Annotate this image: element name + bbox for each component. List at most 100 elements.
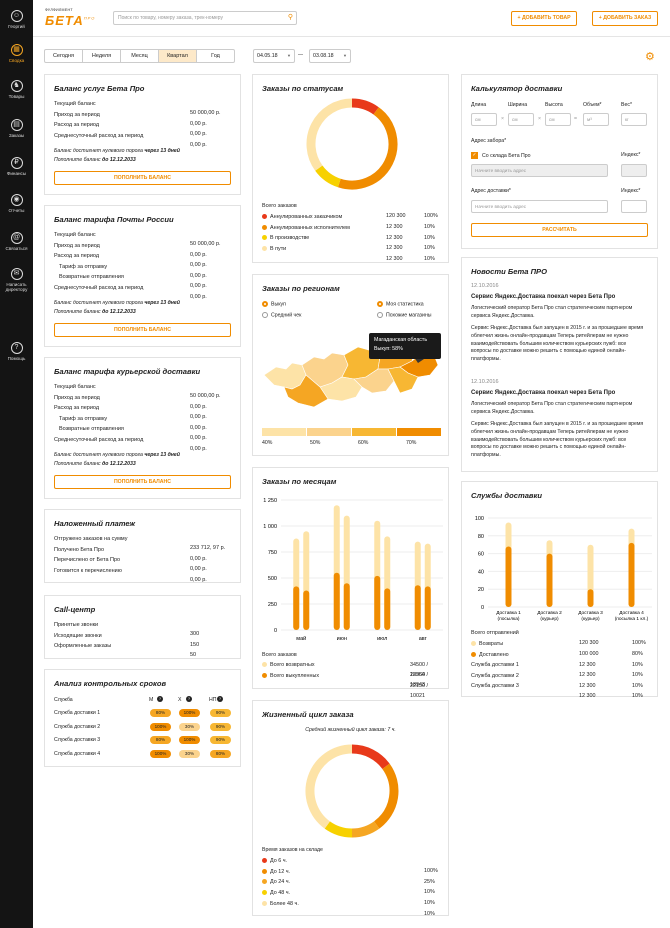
add-product-button[interactable]: + ДОБАВИТЬ ТОВАР: [511, 11, 577, 26]
radio-option[interactable]: Средний чек: [262, 312, 301, 318]
sidebar-item-0[interactable]: ☺ Георгий: [0, 10, 33, 29]
calculate-button[interactable]: РАССЧИТАТЬ: [471, 223, 648, 237]
services-row-value: 12 300: [579, 682, 596, 689]
calc-pickup-address[interactable]: Начните вводить адрес: [471, 164, 608, 177]
note-bold: через 13 дней: [144, 300, 180, 306]
control-col-service: Служба: [54, 697, 73, 703]
grid-icon: ▦: [10, 44, 23, 56]
bar-delivered[interactable]: [546, 553, 553, 607]
bar-bought[interactable]: [384, 588, 391, 630]
topup-button[interactable]: ПОПОЛНИТЬ БАЛАНС: [54, 171, 231, 185]
lifecycle-legend-item: До 48 ч. 10%: [262, 888, 439, 906]
calc-delivery-index[interactable]: [621, 200, 647, 213]
y-tick-label: 500: [268, 576, 277, 582]
info-row-label: Исходящие звонки: [54, 632, 102, 639]
bar-delivered[interactable]: [587, 589, 594, 607]
monthly-chart: 0 250 500 750 1 000 1 250 май июн июл авг: [263, 498, 443, 642]
bar-bought[interactable]: [343, 583, 350, 630]
date-separator: —: [298, 52, 303, 58]
lifecycle-donut-slice-1[interactable]: [373, 763, 399, 829]
bar-bought[interactable]: [293, 586, 300, 630]
bar-bought[interactable]: [424, 586, 431, 630]
balance-row-value: 50 000,00 р.: [190, 393, 221, 399]
lifecycle-donut-slice-0[interactable]: [351, 744, 390, 770]
legend-label: Более 48 ч.: [270, 900, 299, 907]
tab-period-4[interactable]: Год: [211, 53, 220, 59]
calc-input-weight[interactable]: кг: [621, 113, 647, 126]
sidebar-item-label: Заказы: [8, 133, 25, 138]
status-donut-slice-3[interactable]: [306, 98, 353, 171]
radio-icon[interactable]: [377, 301, 383, 307]
sidebar-item-1[interactable]: ▦ Сводка: [0, 44, 33, 63]
calc-pickup-index[interactable]: [621, 164, 647, 177]
legend-pct: 80%: [632, 651, 643, 657]
radio-icon[interactable]: [262, 312, 268, 318]
news-headline[interactable]: Сервис Яндекс.Доставка поехал через Бета…: [471, 390, 616, 396]
news-headline[interactable]: Сервис Яндекс.Доставка поехал через Бета…: [471, 294, 616, 300]
radio-option[interactable]: Выкуп: [262, 301, 286, 307]
calc-from-warehouse[interactable]: ✓ Со склада Бета Про: [471, 152, 531, 159]
legend-label: До 6 ч.: [270, 858, 288, 864]
bar-delivered[interactable]: [628, 542, 635, 607]
radio-option[interactable]: Похожие магазины: [377, 312, 432, 318]
sidebar-item-3[interactable]: ▤ Заказы: [0, 119, 33, 138]
calc-input-dim[interactable]: см: [545, 113, 571, 126]
map-region[interactable]: [387, 366, 419, 394]
bar-bought[interactable]: [374, 575, 381, 630]
sidebar-item-8[interactable]: ? Помощь: [0, 342, 33, 361]
topup-button[interactable]: ПОПОЛНИТЬ БАЛАНС: [54, 323, 231, 337]
sidebar-item-2[interactable]: ♞ Товары: [0, 80, 33, 99]
y-tick-label: 0: [274, 628, 277, 634]
director-icon: ✉: [10, 268, 23, 280]
tab-period-3[interactable]: Квартал: [159, 50, 197, 62]
status-donut-slice-1[interactable]: [337, 107, 398, 190]
tab-period-1[interactable]: Неделя: [83, 50, 121, 62]
radio-label: Моя статистика: [386, 301, 424, 308]
control-col-2: НП: [209, 697, 217, 703]
radio-icon[interactable]: [377, 312, 383, 318]
bar-bought[interactable]: [333, 572, 340, 630]
legend-pct: 10%: [424, 224, 435, 230]
user-icon: ☺: [10, 10, 23, 22]
monthly-legend-item: Всего выкупленных 22150 / 10021: [262, 671, 439, 699]
search-icon[interactable]: ⚲: [287, 14, 293, 21]
radio-option[interactable]: Моя статистика: [377, 301, 424, 307]
note-text: Баланс достигнет нулевого порога: [54, 452, 145, 458]
lifecycle-donut-slice-4[interactable]: [305, 744, 353, 829]
control-col-1: Х: [178, 697, 182, 703]
status-donut-slice-0[interactable]: [351, 98, 379, 115]
balance_courier-title: Баланс тарифа курьерской доставки: [54, 367, 201, 376]
bar-delivered[interactable]: [505, 546, 512, 607]
date-from-select[interactable]: 04.05.18 ▼: [253, 49, 295, 63]
tab-period-2[interactable]: Месяц: [121, 50, 159, 62]
bar-bought[interactable]: [303, 590, 310, 630]
balance-row-label: Среднесуточный расход за период: [54, 436, 144, 443]
status-donut-slice-2[interactable]: [315, 165, 341, 188]
x-tick-label: май: [296, 635, 306, 642]
sidebar-item-5[interactable]: ◉ Отчеты: [0, 194, 33, 213]
balance_post-title: Баланс тарифа Почты России: [54, 215, 174, 224]
calc-delivery-address[interactable]: Начните вводить адрес: [471, 200, 608, 213]
add-order-button[interactable]: + ДОБАВИТЬ ЗАКАЗ: [592, 11, 658, 26]
search-input[interactable]: Поиск по товару, номеру заказа, трек-ном…: [113, 11, 297, 25]
checkbox-icon[interactable]: ✓: [471, 152, 478, 159]
calc-input-dim[interactable]: см: [508, 113, 534, 126]
lifecycle-donut-slice-2[interactable]: [351, 821, 380, 838]
radio-icon[interactable]: [262, 301, 268, 307]
calc-input-volume[interactable]: м³: [583, 113, 609, 126]
topup-button[interactable]: ПОПОЛНИТЬ БАЛАНС: [54, 475, 231, 489]
sidebar-item-label: Помощь: [7, 356, 26, 361]
map-region[interactable]: [283, 374, 329, 408]
tab-period-0[interactable]: Сегодня: [45, 50, 83, 62]
calc-input-dim[interactable]: см: [471, 113, 497, 126]
lifecycle-donut-slice-3[interactable]: [324, 821, 353, 838]
sidebar-item-7[interactable]: ✉ Написать директору: [0, 268, 33, 292]
control-row-name: Служба доставки 3: [54, 737, 101, 743]
date-to-select[interactable]: 03.08.18 ▼: [309, 49, 351, 63]
sidebar-item-4[interactable]: ₽ Финансы: [0, 157, 33, 176]
monthly-legend-item: Всего возвратных 12350 / 18943: [262, 660, 439, 688]
logo[interactable]: БЕТАПРО: [45, 13, 95, 28]
bar-bought[interactable]: [414, 585, 421, 630]
sidebar-item-6[interactable]: @ Связаться: [0, 232, 33, 251]
gear-icon[interactable]: ⚙: [645, 51, 655, 63]
